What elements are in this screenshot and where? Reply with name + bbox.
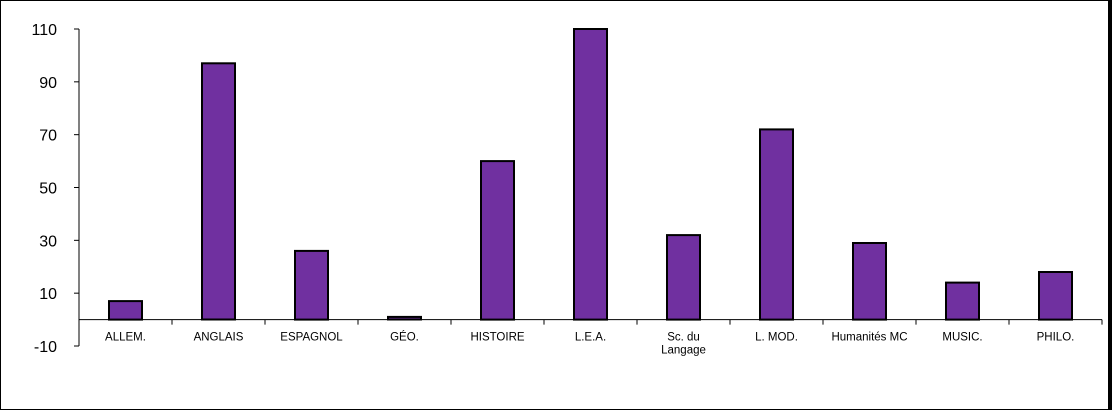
x-tick-label: ALLEM. <box>105 332 146 344</box>
x-tick-label: MUSIC. <box>942 332 982 344</box>
x-tick-label: PHILO. <box>1037 332 1075 344</box>
x-tick-label: L. MOD. <box>755 332 798 344</box>
bar <box>759 128 794 321</box>
bar <box>1038 271 1073 321</box>
y-axis: 110 90 70 50 30 10 -10 <box>31 22 79 356</box>
y-tick-label: 10 <box>39 286 57 303</box>
y-tick-label: -10 <box>34 339 57 356</box>
bar <box>945 281 980 321</box>
bar <box>108 300 143 321</box>
y-tick-label: 30 <box>39 233 57 250</box>
x-tick-label: ANGLAIS <box>194 332 244 344</box>
x-tick-label: Sc. du Langage <box>661 332 706 357</box>
y-tick-label: 50 <box>39 181 57 198</box>
bar <box>201 62 236 321</box>
y-tick-label: 90 <box>39 75 57 92</box>
bar <box>852 242 887 321</box>
x-axis: ALLEM. ANGLAIS ESPAGNOL GÉO. HISTOIRE L.E.A. S… <box>78 319 1103 357</box>
bar <box>573 28 608 321</box>
y-tick-label: 70 <box>39 128 57 145</box>
bar <box>666 234 701 321</box>
y-tick-label: 110 <box>31 22 57 39</box>
bar <box>294 249 329 321</box>
bar <box>480 160 515 321</box>
x-tick-label: GÉO. <box>390 331 419 344</box>
x-tick-label: L.E.A. <box>575 332 606 344</box>
x-tick-label: Humanités MC <box>831 332 907 344</box>
bar-series <box>108 28 1073 321</box>
x-tick-label: ESPAGNOL <box>280 332 343 344</box>
x-tick-label: HISTOIRE <box>470 332 524 344</box>
